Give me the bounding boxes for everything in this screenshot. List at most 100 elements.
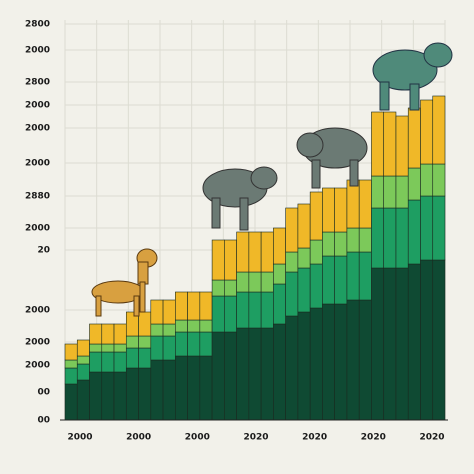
bar-segment bbox=[248, 327, 262, 421]
bar-segment bbox=[432, 259, 446, 421]
bar-segment bbox=[150, 359, 164, 421]
x-label: 2020 bbox=[243, 433, 268, 443]
bar-segment bbox=[297, 267, 311, 313]
bar-segment bbox=[371, 207, 385, 269]
bar-segment bbox=[334, 255, 348, 305]
bar-segment bbox=[334, 187, 348, 233]
bar-segment bbox=[89, 351, 103, 373]
bar-segment bbox=[407, 167, 421, 201]
y-tick-label: 2800 bbox=[25, 78, 50, 88]
bar-segment bbox=[125, 367, 139, 421]
y-tick-label: 20 bbox=[37, 246, 50, 256]
rhino-3 bbox=[372, 42, 453, 111]
bar-segment bbox=[236, 271, 250, 293]
bar-segment bbox=[199, 355, 213, 421]
bar-segment bbox=[175, 291, 188, 321]
bar-segment bbox=[309, 307, 323, 421]
bar-segment bbox=[138, 367, 152, 421]
bar-segment bbox=[187, 319, 201, 333]
bar-segment bbox=[297, 311, 311, 421]
bar-segment bbox=[224, 239, 237, 281]
bar-segment bbox=[138, 335, 152, 349]
bar-segment bbox=[89, 323, 103, 345]
bar-segment bbox=[420, 163, 434, 197]
bar-segment bbox=[322, 303, 335, 421]
bar-segment bbox=[346, 227, 360, 253]
y-tick-label: 2000 bbox=[25, 124, 50, 134]
y-tick-label: 2000 bbox=[25, 361, 50, 371]
bar-segment bbox=[125, 347, 139, 369]
bar-segment bbox=[211, 239, 225, 281]
bar-segment bbox=[432, 95, 446, 165]
bar-segment bbox=[224, 295, 237, 333]
bar-segment bbox=[285, 271, 299, 317]
bar-segment bbox=[150, 323, 164, 337]
bar-segment bbox=[371, 111, 385, 177]
y-tick-label: 2000 bbox=[25, 101, 50, 111]
bar-segment bbox=[260, 231, 274, 273]
rhino-2 bbox=[296, 127, 368, 189]
x-label: 2020 bbox=[302, 433, 327, 443]
bar-segment bbox=[334, 303, 348, 421]
bar-segment bbox=[309, 239, 323, 265]
bar-segment bbox=[199, 319, 213, 333]
x-label: 2020 bbox=[419, 433, 444, 443]
bar-segment bbox=[101, 351, 115, 373]
bar-segment bbox=[89, 343, 103, 353]
bar-segment bbox=[89, 371, 103, 421]
y-tick-label: 2000 bbox=[25, 338, 50, 348]
bar-segment bbox=[309, 191, 323, 241]
bar-segment bbox=[383, 267, 397, 421]
rhino-1 bbox=[202, 166, 278, 231]
bar-segment bbox=[162, 335, 176, 361]
bar-segment bbox=[285, 207, 299, 253]
bar-segment bbox=[236, 231, 250, 273]
bar-segment bbox=[420, 195, 434, 261]
bar-segment bbox=[248, 231, 262, 273]
bar-segment bbox=[187, 355, 201, 421]
bar-segment bbox=[297, 203, 311, 249]
bar-segment bbox=[211, 331, 225, 421]
bar-segment bbox=[358, 251, 372, 301]
bar-segment bbox=[273, 263, 286, 285]
bar-segment bbox=[199, 331, 213, 357]
y-tick-label: 2000 bbox=[25, 224, 50, 234]
bar-segment bbox=[395, 267, 409, 421]
x-label: 2000 bbox=[185, 433, 210, 443]
bar-segment bbox=[346, 179, 360, 229]
bar-segment bbox=[260, 271, 274, 293]
bar-segment bbox=[383, 175, 397, 209]
bar-segment bbox=[64, 359, 78, 369]
bar-segment bbox=[162, 299, 176, 325]
bar-segment bbox=[138, 347, 152, 369]
bar-segment bbox=[358, 227, 372, 253]
bar-segment bbox=[187, 291, 201, 321]
bar-segment bbox=[64, 367, 78, 385]
bar-segment bbox=[64, 343, 78, 361]
bar-segment bbox=[224, 331, 237, 421]
bar-segment bbox=[383, 207, 397, 269]
bar-segment bbox=[162, 323, 176, 337]
bar-segment bbox=[248, 291, 262, 329]
bar-segment bbox=[285, 251, 299, 273]
bar-segment bbox=[358, 299, 372, 421]
bar-segment bbox=[260, 291, 274, 329]
bar-segment bbox=[236, 291, 250, 329]
bar-segment bbox=[432, 195, 446, 261]
bar-segment bbox=[273, 323, 286, 421]
bar-segment bbox=[260, 327, 274, 421]
leopard bbox=[91, 248, 158, 317]
bar-segment bbox=[211, 295, 225, 333]
bar-segment bbox=[309, 263, 323, 309]
bar-segment bbox=[175, 331, 188, 357]
bar-segment bbox=[76, 339, 90, 357]
bar-segment bbox=[113, 351, 127, 373]
bar-segment bbox=[334, 231, 348, 257]
bar-segment bbox=[346, 299, 360, 421]
bar-segment bbox=[101, 323, 115, 345]
bar-segment bbox=[101, 343, 115, 353]
bar-segment bbox=[224, 279, 237, 297]
y-tick-label: 2000 bbox=[25, 159, 50, 169]
y-tick-label: 2880 bbox=[25, 192, 50, 202]
